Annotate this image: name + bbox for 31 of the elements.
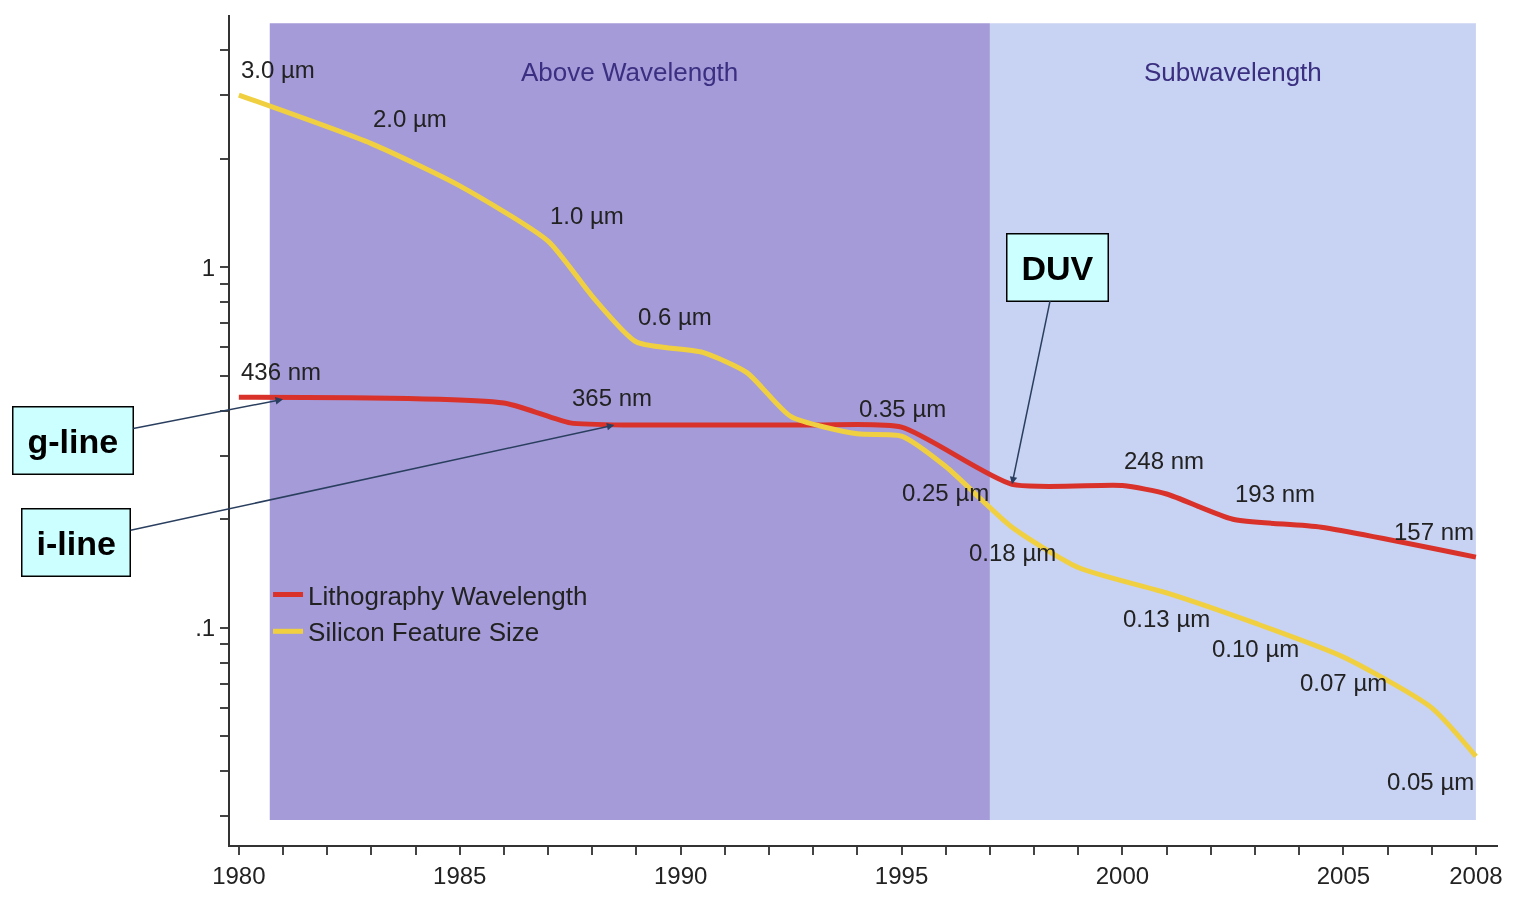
y-tick-label: 1 [201,253,216,281]
band-label: Subwavelength [1144,57,1322,87]
annotation: 248 nm [1124,447,1205,474]
annotation: 365 nm [572,384,653,411]
x-tick-label: 2008 [1449,861,1503,889]
x-tick-label: 1990 [653,861,708,889]
x-tick-label: 2005 [1316,861,1371,889]
annotation: 436 nm [241,358,322,385]
annotation: 0.07 µm [1300,669,1388,696]
annotation: 0.18 µm [969,539,1057,566]
annotation: 0.35 µm [859,395,947,422]
annotation: 193 nm [1235,480,1316,507]
annotation: 2.0 µm [373,105,447,132]
annotation: 0.6 µm [638,303,712,330]
annotation: 0.10 µm [1212,635,1300,662]
legend-label: Lithography Wavelength [308,580,588,611]
annotation: 0.13 µm [1123,605,1211,632]
x-tick-label: 1985 [433,861,487,889]
annotation: 157 nm [1394,518,1475,545]
x-tick-label: 1980 [212,861,266,889]
x-tick-label: 1995 [874,861,929,889]
band-label: Above Wavelength [521,57,739,87]
annotation: DUV [1021,248,1094,287]
annotation: 1.0 µm [550,202,624,229]
annotation: g-line [27,421,119,460]
annotation: 3.0 µm [241,56,315,83]
y-tick-label: .1 [195,614,216,642]
x-tick-label: 2000 [1095,861,1150,889]
annotation: i-line [36,523,116,562]
legend-label: Silicon Feature Size [308,617,540,648]
annotation: 0.05 µm [1387,768,1475,795]
